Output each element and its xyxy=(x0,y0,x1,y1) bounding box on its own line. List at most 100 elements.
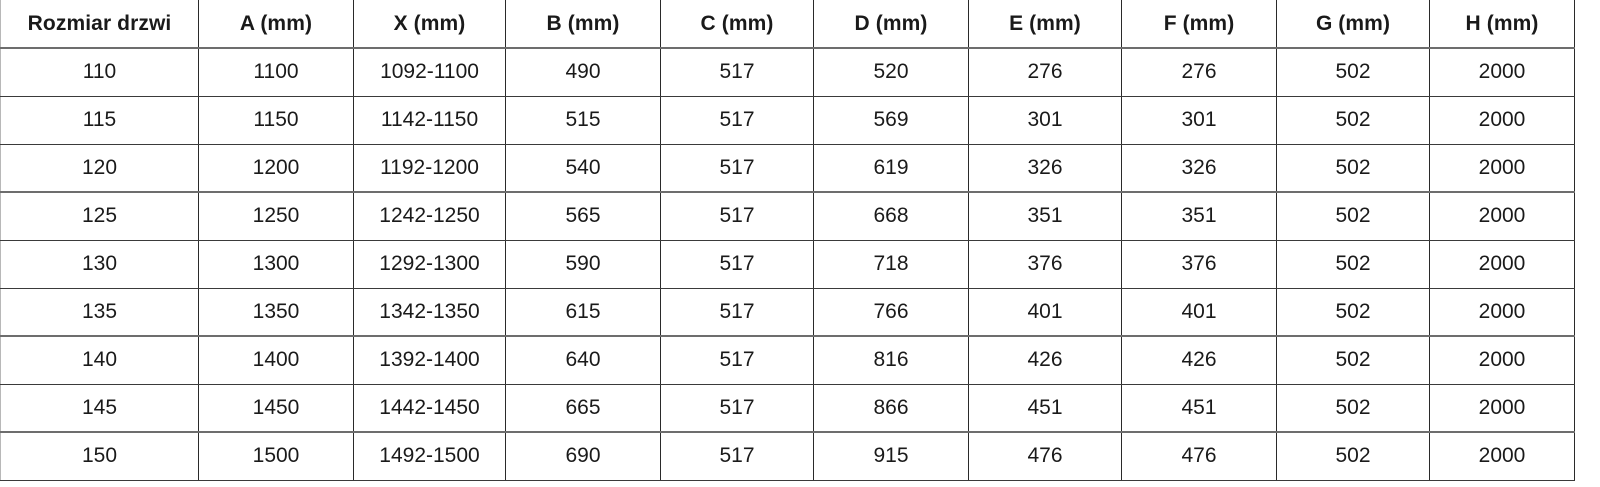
cell-value: 517 xyxy=(660,336,814,385)
cell-value: 2000 xyxy=(1429,192,1575,241)
table-row: 145 1450 1442-1450 665 517 866 451 451 502 2000 xyxy=(0,384,1575,433)
table-header: Rozmiar drzwi A (mm) X (mm) B (mm) C (mm) D (… xyxy=(0,0,1575,49)
table-row: 140 1400 1392-1400 640 517 816 426 426 502 2000 xyxy=(0,336,1575,385)
cell-value: 502 xyxy=(1276,96,1430,145)
cell-value: 490 xyxy=(505,48,661,97)
column-header-8[interactable]: G (mm) xyxy=(1276,0,1430,49)
cell-value: 565 xyxy=(505,192,661,241)
cell-value: 619 xyxy=(813,144,969,193)
cell-value: 326 xyxy=(968,144,1122,193)
cell-value: 351 xyxy=(968,192,1122,241)
cell-value: 2000 xyxy=(1429,240,1575,289)
cell-value: 326 xyxy=(1121,144,1277,193)
table-row: 115 1150 1142-1150 515 517 569 301 301 502 2000 xyxy=(0,96,1575,145)
cell-value: 2000 xyxy=(1429,144,1575,193)
column-header-5[interactable]: D (mm) xyxy=(813,0,969,49)
cell-value: 476 xyxy=(1121,432,1277,481)
cell-value: 376 xyxy=(968,240,1122,289)
cell-value: 351 xyxy=(1121,192,1277,241)
cell-value: 502 xyxy=(1276,384,1430,433)
cell-value: 502 xyxy=(1276,240,1430,289)
column-header-9[interactable]: H (mm) xyxy=(1429,0,1575,49)
cell-value: 1392-1400 xyxy=(353,336,506,385)
cell-value: 569 xyxy=(813,96,969,145)
cell-value: 590 xyxy=(505,240,661,289)
cell-value: 426 xyxy=(1121,336,1277,385)
cell-door-size: 145 xyxy=(0,384,199,433)
cell-value: 1092-1100 xyxy=(353,48,506,97)
cell-value: 690 xyxy=(505,432,661,481)
table-row: 120 1200 1192-1200 540 517 619 326 326 502 2000 xyxy=(0,144,1575,193)
cell-value: 2000 xyxy=(1429,48,1575,97)
cell-value: 520 xyxy=(813,48,969,97)
cell-value: 426 xyxy=(968,336,1122,385)
cell-value: 2000 xyxy=(1429,96,1575,145)
cell-value: 515 xyxy=(505,96,661,145)
cell-value: 502 xyxy=(1276,144,1430,193)
cell-value: 766 xyxy=(813,288,969,337)
cell-value: 517 xyxy=(660,288,814,337)
cell-value: 502 xyxy=(1276,288,1430,337)
table-body: 110 1100 1092-1100 490 517 520 276 276 502 2000 11… xyxy=(0,48,1575,481)
cell-value: 517 xyxy=(660,144,814,193)
cell-value: 502 xyxy=(1276,192,1430,241)
column-header-4[interactable]: C (mm) xyxy=(660,0,814,49)
table-row: 135 1350 1342-1350 615 517 766 401 401 502 2000 xyxy=(0,288,1575,337)
cell-value: 1492-1500 xyxy=(353,432,506,481)
cell-value: 1342-1350 xyxy=(353,288,506,337)
cell-value: 640 xyxy=(505,336,661,385)
cell-value: 517 xyxy=(660,432,814,481)
cell-value: 502 xyxy=(1276,336,1430,385)
cell-value: 517 xyxy=(660,96,814,145)
column-header-1[interactable]: A (mm) xyxy=(198,0,354,49)
cell-value: 2000 xyxy=(1429,336,1575,385)
table-row: 150 1500 1492-1500 690 517 915 476 476 502 2000 xyxy=(0,432,1575,481)
cell-door-size: 140 xyxy=(0,336,199,385)
table-header-row: Rozmiar drzwi A (mm) X (mm) B (mm) C (mm) D (… xyxy=(0,0,1575,49)
cell-value: 276 xyxy=(968,48,1122,97)
cell-door-size: 115 xyxy=(0,96,199,145)
cell-value: 1350 xyxy=(198,288,354,337)
table-row: 130 1300 1292-1300 590 517 718 376 376 502 2000 xyxy=(0,240,1575,289)
cell-value: 2000 xyxy=(1429,288,1575,337)
cell-value: 502 xyxy=(1276,48,1430,97)
cell-value: 517 xyxy=(660,48,814,97)
cell-door-size: 125 xyxy=(0,192,199,241)
column-header-6[interactable]: E (mm) xyxy=(968,0,1122,49)
cell-value: 1300 xyxy=(198,240,354,289)
cell-value: 502 xyxy=(1276,432,1430,481)
cell-value: 668 xyxy=(813,192,969,241)
column-header-7[interactable]: F (mm) xyxy=(1121,0,1277,49)
cell-value: 1250 xyxy=(198,192,354,241)
door-size-specification-table: Rozmiar drzwi A (mm) X (mm) B (mm) C (mm) D (… xyxy=(0,0,1575,481)
cell-value: 2000 xyxy=(1429,432,1575,481)
cell-value: 540 xyxy=(505,144,661,193)
cell-value: 376 xyxy=(1121,240,1277,289)
cell-value: 1450 xyxy=(198,384,354,433)
cell-value: 915 xyxy=(813,432,969,481)
cell-door-size: 135 xyxy=(0,288,199,337)
cell-value: 1292-1300 xyxy=(353,240,506,289)
cell-value: 816 xyxy=(813,336,969,385)
cell-value: 451 xyxy=(1121,384,1277,433)
cell-value: 1500 xyxy=(198,432,354,481)
column-header-0[interactable]: Rozmiar drzwi xyxy=(0,0,199,49)
cell-door-size: 120 xyxy=(0,144,199,193)
cell-value: 517 xyxy=(660,240,814,289)
cell-door-size: 130 xyxy=(0,240,199,289)
cell-value: 1192-1200 xyxy=(353,144,506,193)
cell-door-size: 110 xyxy=(0,48,199,97)
cell-value: 1200 xyxy=(198,144,354,193)
cell-value: 866 xyxy=(813,384,969,433)
cell-value: 401 xyxy=(968,288,1122,337)
cell-door-size: 150 xyxy=(0,432,199,481)
cell-value: 276 xyxy=(1121,48,1277,97)
cell-value: 476 xyxy=(968,432,1122,481)
cell-value: 1142-1150 xyxy=(353,96,506,145)
cell-value: 517 xyxy=(660,384,814,433)
column-header-2[interactable]: X (mm) xyxy=(353,0,506,49)
column-header-3[interactable]: B (mm) xyxy=(505,0,661,49)
cell-value: 665 xyxy=(505,384,661,433)
cell-value: 1242-1250 xyxy=(353,192,506,241)
cell-value: 1400 xyxy=(198,336,354,385)
